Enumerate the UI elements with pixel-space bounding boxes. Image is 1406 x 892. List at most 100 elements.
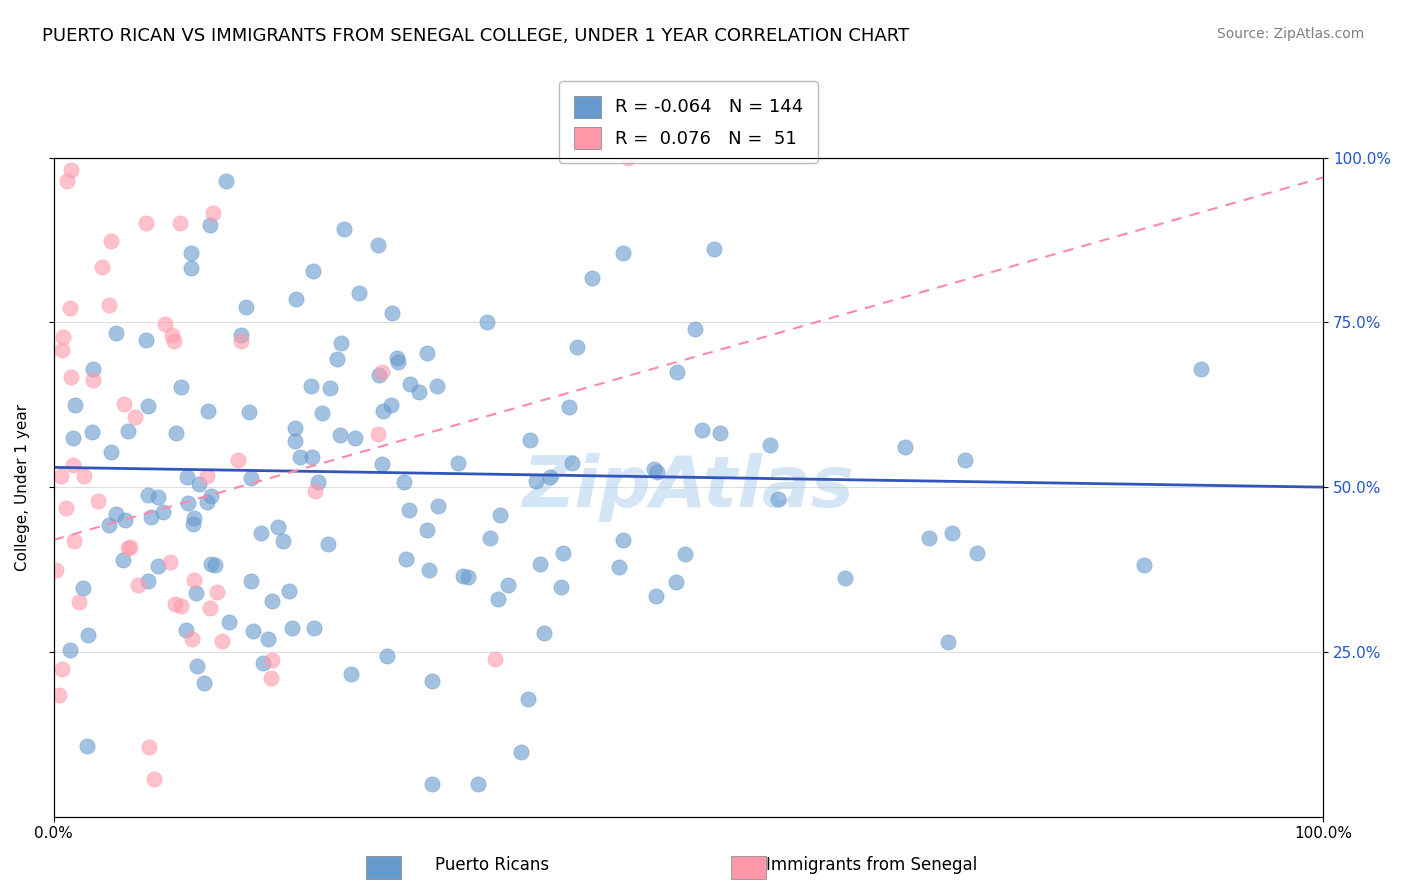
Point (112, 397, 135, 411)
Point (311, 406, 333, 420)
Point (420, 673, 443, 688)
Point (478, 531, 501, 545)
Text: Puerto Ricans: Puerto Ricans (434, 856, 550, 874)
Point (183, 511, 205, 525)
Point (380, 398, 402, 412)
Point (758, 437, 780, 451)
Point (484, 651, 506, 665)
Point (127, 578, 149, 592)
Point (250, 525, 273, 540)
Point (387, 355, 409, 369)
Point (607, 560, 630, 574)
Point (252, 656, 274, 670)
Point (644, 462, 666, 476)
Point (180, 632, 202, 646)
Point (87, 494, 110, 508)
Point (371, 457, 394, 471)
Point (953, 453, 976, 467)
Text: ZipAtlas: ZipAtlas (523, 452, 855, 522)
Point (281, 621, 304, 635)
Point (330, 335, 353, 350)
Point (612, 533, 634, 547)
Point (941, 526, 963, 541)
Point (62, 431, 84, 445)
Point (235, 300, 257, 314)
Point (59, 301, 82, 315)
Point (416, 346, 439, 360)
Point (239, 471, 262, 485)
Point (187, 477, 209, 491)
Point (894, 440, 917, 454)
Point (399, 377, 422, 392)
Point (82, 373, 104, 387)
Point (136, 574, 159, 588)
Text: PUERTO RICAN VS IMMIGRANTS FROM SENEGAL COLLEGE, UNDER 1 YEAR CORRELATION CHART: PUERTO RICAN VS IMMIGRANTS FROM SENEGAL … (42, 27, 910, 45)
Point (257, 632, 280, 647)
Point (211, 634, 233, 648)
Point (918, 532, 941, 546)
Point (645, 465, 668, 479)
Point (709, 425, 731, 440)
Point (176, 470, 198, 484)
Point (98, 518, 121, 533)
Point (114, 513, 136, 527)
Point (180, 260, 202, 275)
Point (301, 450, 323, 464)
Point (152, 505, 174, 519)
Point (163, 334, 186, 349)
Point (48, 688, 70, 702)
Point (52, 330, 75, 344)
Point (170, 380, 193, 394)
Point (612, 246, 634, 260)
Point (557, 400, 579, 414)
Y-axis label: College, Under 1 year: College, Under 1 year (15, 403, 30, 571)
Point (1133, 558, 1156, 573)
Point (104, 508, 127, 522)
Point (347, 285, 370, 300)
Point (375, 648, 398, 663)
Point (447, 457, 470, 471)
Point (343, 431, 366, 445)
Point (51, 663, 73, 677)
Point (155, 317, 177, 331)
Point (197, 404, 219, 418)
Point (371, 404, 394, 418)
Point (319, 381, 342, 395)
Point (426, 499, 449, 513)
Point (201, 206, 224, 220)
Point (278, 584, 301, 599)
Point (111, 552, 134, 566)
Point (284, 434, 307, 449)
Point (169, 216, 191, 230)
Point (529, 557, 551, 571)
Point (307, 475, 329, 490)
Point (683, 321, 706, 335)
Point (100, 445, 122, 459)
Point (60, 370, 83, 384)
Point (195, 495, 218, 509)
Point (180, 245, 202, 260)
Point (834, 571, 856, 585)
Point (288, 450, 311, 464)
Point (218, 615, 240, 630)
Point (519, 433, 541, 447)
Point (340, 666, 363, 681)
Point (242, 624, 264, 638)
Point (72, 582, 94, 596)
Point (510, 745, 533, 759)
Point (367, 426, 389, 441)
Point (165, 425, 187, 440)
Point (174, 624, 197, 638)
Point (673, 547, 696, 561)
Point (90, 260, 112, 275)
Point (76, 739, 98, 753)
Point (62, 458, 84, 472)
Point (229, 328, 252, 343)
Point (329, 428, 352, 442)
Point (177, 496, 200, 510)
Point (260, 671, 283, 685)
Point (163, 598, 186, 612)
Point (966, 546, 988, 560)
Point (135, 216, 157, 230)
Point (105, 326, 128, 340)
